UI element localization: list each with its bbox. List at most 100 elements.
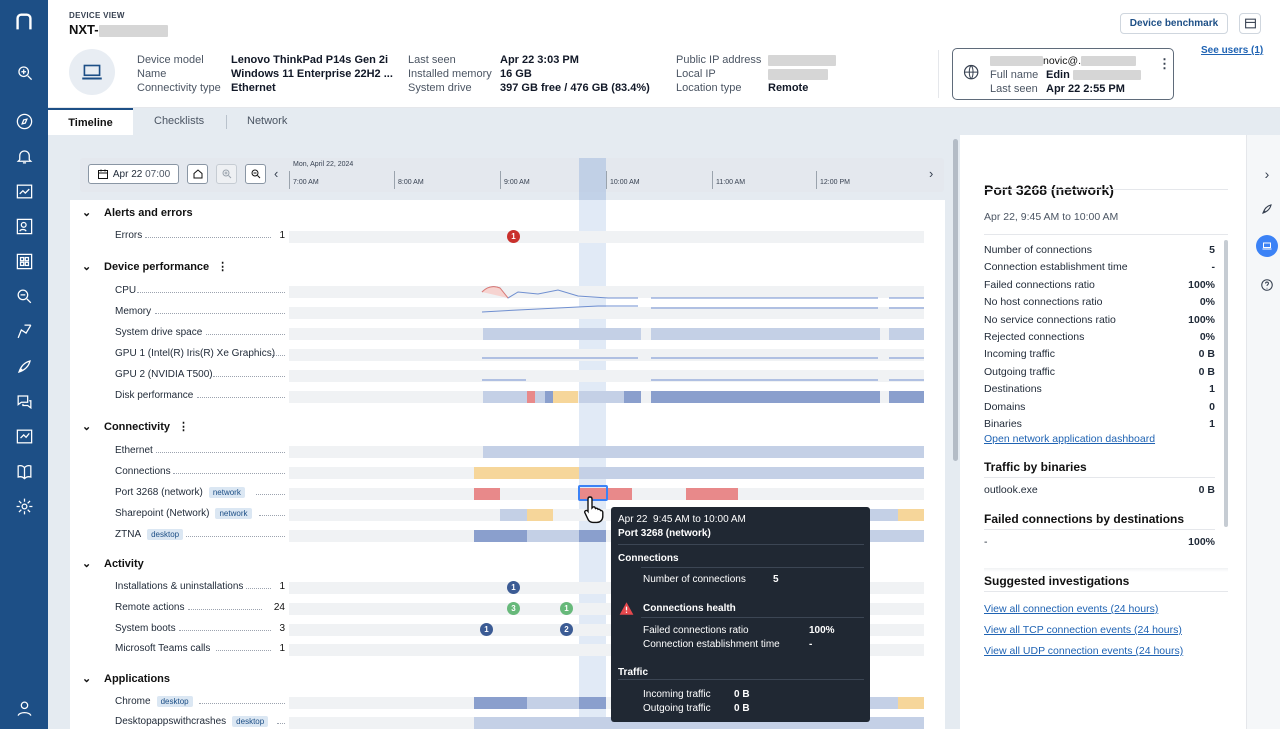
- timeline-segment[interactable]: [579, 697, 606, 709]
- timeline-segment[interactable]: [527, 530, 579, 542]
- device-details-icon[interactable]: [1256, 235, 1278, 257]
- timeline-segment[interactable]: [651, 328, 880, 340]
- row-connections[interactable]: Connections: [115, 466, 171, 477]
- see-users-link[interactable]: See users (1): [1201, 45, 1264, 56]
- user-more-icon[interactable]: ⋮: [1158, 56, 1171, 71]
- timeline-segment[interactable]: [483, 328, 641, 340]
- remote-action-badge[interactable]: 3: [507, 602, 520, 615]
- bell-icon[interactable]: [12, 144, 36, 168]
- timeline-track[interactable]: [289, 307, 924, 319]
- date-picker-button[interactable]: Apr 22 07:00: [88, 164, 179, 184]
- network-dashboard-link[interactable]: Open network application dashboard: [984, 433, 1156, 445]
- timeline-segment[interactable]: [579, 467, 924, 479]
- collapse-panel-icon[interactable]: ›: [1264, 166, 1270, 182]
- row-boots[interactable]: System boots: [115, 623, 176, 634]
- timeline-scrollbar[interactable]: [953, 139, 958, 461]
- tab-checklists[interactable]: Checklists: [154, 115, 205, 127]
- install-badge[interactable]: 1: [507, 581, 520, 594]
- row-cpu[interactable]: CPU: [115, 285, 137, 296]
- row-sharepoint[interactable]: Sharepoint (Network) network: [115, 508, 252, 519]
- timeline-segment[interactable]: [870, 509, 898, 521]
- row-ethernet[interactable]: Ethernet: [115, 445, 153, 456]
- row-teams[interactable]: Microsoft Teams calls: [115, 643, 211, 654]
- timeline-segment[interactable]: [553, 391, 578, 403]
- device-benchmark-button[interactable]: Device benchmark: [1120, 13, 1228, 34]
- row-drive[interactable]: System drive space: [115, 327, 203, 338]
- row-ztna[interactable]: ZTNA desktop: [115, 529, 184, 540]
- tab-timeline[interactable]: Timeline: [48, 108, 133, 135]
- home-button[interactable]: [187, 164, 208, 184]
- timeline-segment[interactable]: [545, 391, 553, 403]
- udp-events-link[interactable]: View all UDP connection events (24 hours…: [984, 645, 1184, 657]
- row-memory[interactable]: Memory: [115, 306, 152, 317]
- row-gpu2[interactable]: GPU 2 (NVIDIA T500): [115, 369, 213, 380]
- timeline-segment[interactable]: [686, 488, 738, 500]
- campaign-icon[interactable]: [12, 424, 36, 448]
- zoom-in-button[interactable]: [216, 164, 237, 184]
- section-connectivity[interactable]: ⌄ Connectivity ⋮: [82, 421, 190, 433]
- rocket-icon[interactable]: [1258, 200, 1276, 218]
- timeline-segment[interactable]: [535, 391, 545, 403]
- timeline-segment[interactable]: [898, 509, 924, 521]
- tcp-events-link[interactable]: View all TCP connection events (24 hours…: [984, 624, 1182, 636]
- details-scrollbar[interactable]: [1224, 240, 1228, 527]
- error-badge[interactable]: 1: [507, 230, 520, 243]
- timeline-segment[interactable]: [500, 509, 527, 521]
- connection-events-link[interactable]: View all connection events (24 hours): [984, 603, 1159, 615]
- timeline-segment[interactable]: [580, 488, 606, 500]
- timeline-segment[interactable]: [527, 391, 535, 403]
- profile-icon[interactable]: [12, 696, 36, 720]
- user-card[interactable]: [952, 48, 1174, 100]
- timeline-segment[interactable]: [527, 509, 553, 521]
- chat-icon[interactable]: [12, 389, 36, 413]
- timeline-track[interactable]: [289, 286, 924, 298]
- timeline-track[interactable]: [289, 231, 924, 243]
- section-performance[interactable]: ⌄ Device performance ⋮: [82, 261, 229, 273]
- row-desktopapps[interactable]: Desktopappswithcrashes desktop: [115, 716, 269, 727]
- timeline-segment[interactable]: [527, 697, 579, 709]
- timeline-segment[interactable]: [483, 391, 528, 403]
- timeline-segment[interactable]: [579, 391, 624, 403]
- timeline-segment[interactable]: [624, 391, 641, 403]
- row-chrome[interactable]: Chrome desktop: [115, 696, 193, 707]
- rocket-icon[interactable]: [12, 354, 36, 378]
- timeline-segment[interactable]: [889, 391, 924, 403]
- library-icon[interactable]: [12, 459, 36, 483]
- compass-icon[interactable]: [12, 109, 36, 133]
- chart-icon[interactable]: [12, 179, 36, 203]
- help-icon[interactable]: [1258, 276, 1276, 294]
- layout-toggle-button[interactable]: [1239, 13, 1261, 34]
- boot-badge[interactable]: 2: [560, 623, 573, 636]
- investigate-icon[interactable]: [12, 284, 36, 308]
- timeline-segment[interactable]: [870, 697, 898, 709]
- tab-network[interactable]: Network: [247, 115, 288, 127]
- timeline-track[interactable]: [289, 370, 924, 382]
- row-errors[interactable]: Errors: [115, 230, 143, 241]
- remote-actions-icon[interactable]: [12, 319, 36, 343]
- selected-segment[interactable]: [578, 485, 608, 501]
- row-disk[interactable]: Disk performance: [115, 390, 194, 401]
- row-port[interactable]: Port 3268 (network) network: [115, 487, 245, 498]
- users-search-icon[interactable]: [12, 214, 36, 238]
- more-icon[interactable]: ⋮: [178, 421, 190, 433]
- search-icon[interactable]: [12, 60, 36, 84]
- nexthink-logo-icon[interactable]: [12, 10, 36, 34]
- timeline-segment[interactable]: [474, 697, 527, 709]
- timeline-segment[interactable]: [474, 488, 500, 500]
- row-installs[interactable]: Installations & uninstallations: [115, 581, 244, 592]
- section-applications[interactable]: ⌄ Applications: [82, 673, 171, 685]
- zoom-out-button[interactable]: [245, 164, 266, 184]
- settings-icon[interactable]: [12, 494, 36, 518]
- timeline-segment[interactable]: [898, 697, 924, 709]
- timeline-segment[interactable]: [651, 391, 880, 403]
- scroll-left-icon[interactable]: ‹: [274, 166, 279, 181]
- boot-badge[interactable]: 1: [480, 623, 493, 636]
- row-gpu1[interactable]: GPU 1 (Intel(R) Iris(R) Xe Graphics): [115, 348, 276, 359]
- remote-action-badge[interactable]: 1: [560, 602, 573, 615]
- timeline-segment[interactable]: [474, 530, 527, 542]
- timeline-segment[interactable]: [608, 488, 632, 500]
- more-icon[interactable]: ⋮: [217, 261, 229, 273]
- row-remote[interactable]: Remote actions: [115, 602, 185, 613]
- timeline-segment[interactable]: [889, 328, 924, 340]
- timeline-segment[interactable]: [870, 530, 924, 542]
